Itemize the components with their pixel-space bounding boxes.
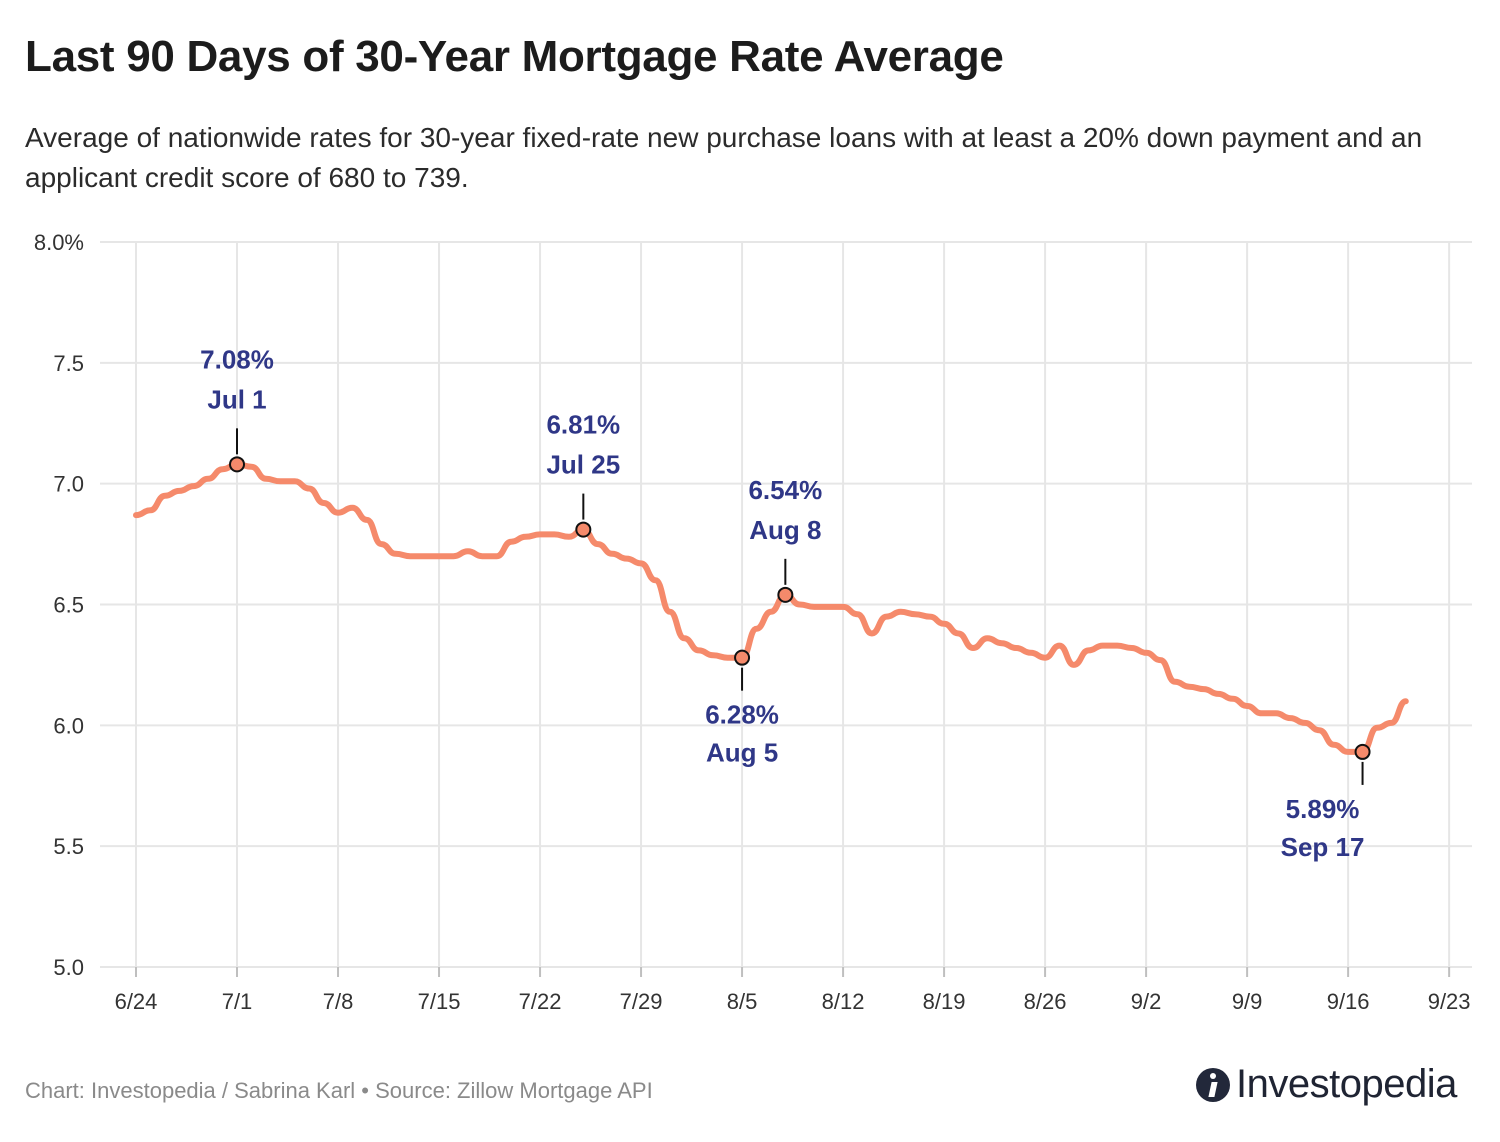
chart-subtitle: Average of nationwide rates for 30-year … [25,122,1423,193]
x-tick-label: 9/16 [1327,989,1370,1014]
x-tick-label: 8/12 [822,989,865,1014]
annotation-date-label: Aug 8 [749,515,821,545]
x-tick-label: 9/9 [1232,989,1263,1014]
x-tick-label: 7/22 [519,989,562,1014]
investopedia-logo[interactable]: Investopedia [1196,1062,1457,1107]
series-line [133,461,1409,755]
y-tick-label: 5.5 [53,834,84,859]
x-tick-label: 9/2 [1131,989,1162,1014]
annotation-value-label: 6.81% [546,410,620,440]
annotation-value-label: 6.28% [705,700,779,730]
y-tick-label: 8.0% [34,230,84,255]
annotation-value-label: 7.08% [200,344,274,374]
annotation-marker [229,456,246,473]
annotation-layer: 7.08% Jul 1 6.81% Jul 25 6.54% Aug 8 6.28% Aug … [200,344,1371,862]
series-layer [133,461,1409,755]
x-tick-label: 7/15 [418,989,461,1014]
annotation-marker [575,521,592,538]
annotation-date-label: Jul 25 [546,450,620,480]
investopedia-logo-icon [1196,1067,1230,1102]
x-tick-label: 6/24 [115,989,158,1014]
annotation-marker [734,649,751,666]
annotation-marker [777,586,794,603]
x-tick-label: 8/19 [923,989,966,1014]
y-tick-label: 5.0 [53,955,84,980]
y-gridlines [100,241,1472,968]
x-tick-label: 7/8 [323,989,354,1014]
chart-title: Last 90 Days of 30-Year Mortgage Rate Av… [25,32,1004,81]
x-tick-label: 9/23 [1428,989,1471,1014]
annotation-date-label: Aug 5 [706,738,778,768]
annotation-date-label: Jul 1 [207,384,266,414]
x-tick-label: 7/29 [620,989,663,1014]
annotation-marker [1354,743,1371,760]
chart-source-credit: Chart: Investopedia / Sabrina Karl • Sou… [25,1078,653,1103]
annotation-value-label: 5.89% [1286,794,1360,824]
y-tick-label: 6.5 [53,593,84,618]
annotation-value-label: 6.54% [748,475,822,505]
investopedia-logo-text: Investopedia [1236,1062,1457,1106]
x-tick-label: 7/1 [222,989,253,1014]
y-tick-label: 6.0 [53,713,84,738]
x-gridlines [135,242,1451,977]
x-tick-labels: 6/24 7/1 7/8 7/15 7/22 7/29 8/5 8/12 8/19 8/26 9/2… [115,989,1471,1014]
x-tick-label: 8/5 [727,989,758,1014]
y-tick-labels: 8.0% 7.5 7.0 6.5 6.0 5.5 5.0 [34,230,84,980]
y-tick-label: 7.0 [53,472,84,497]
y-tick-label: 7.5 [53,351,84,376]
annotation-date-label: Sep 17 [1281,832,1365,862]
x-tick-label: 8/26 [1024,989,1067,1014]
